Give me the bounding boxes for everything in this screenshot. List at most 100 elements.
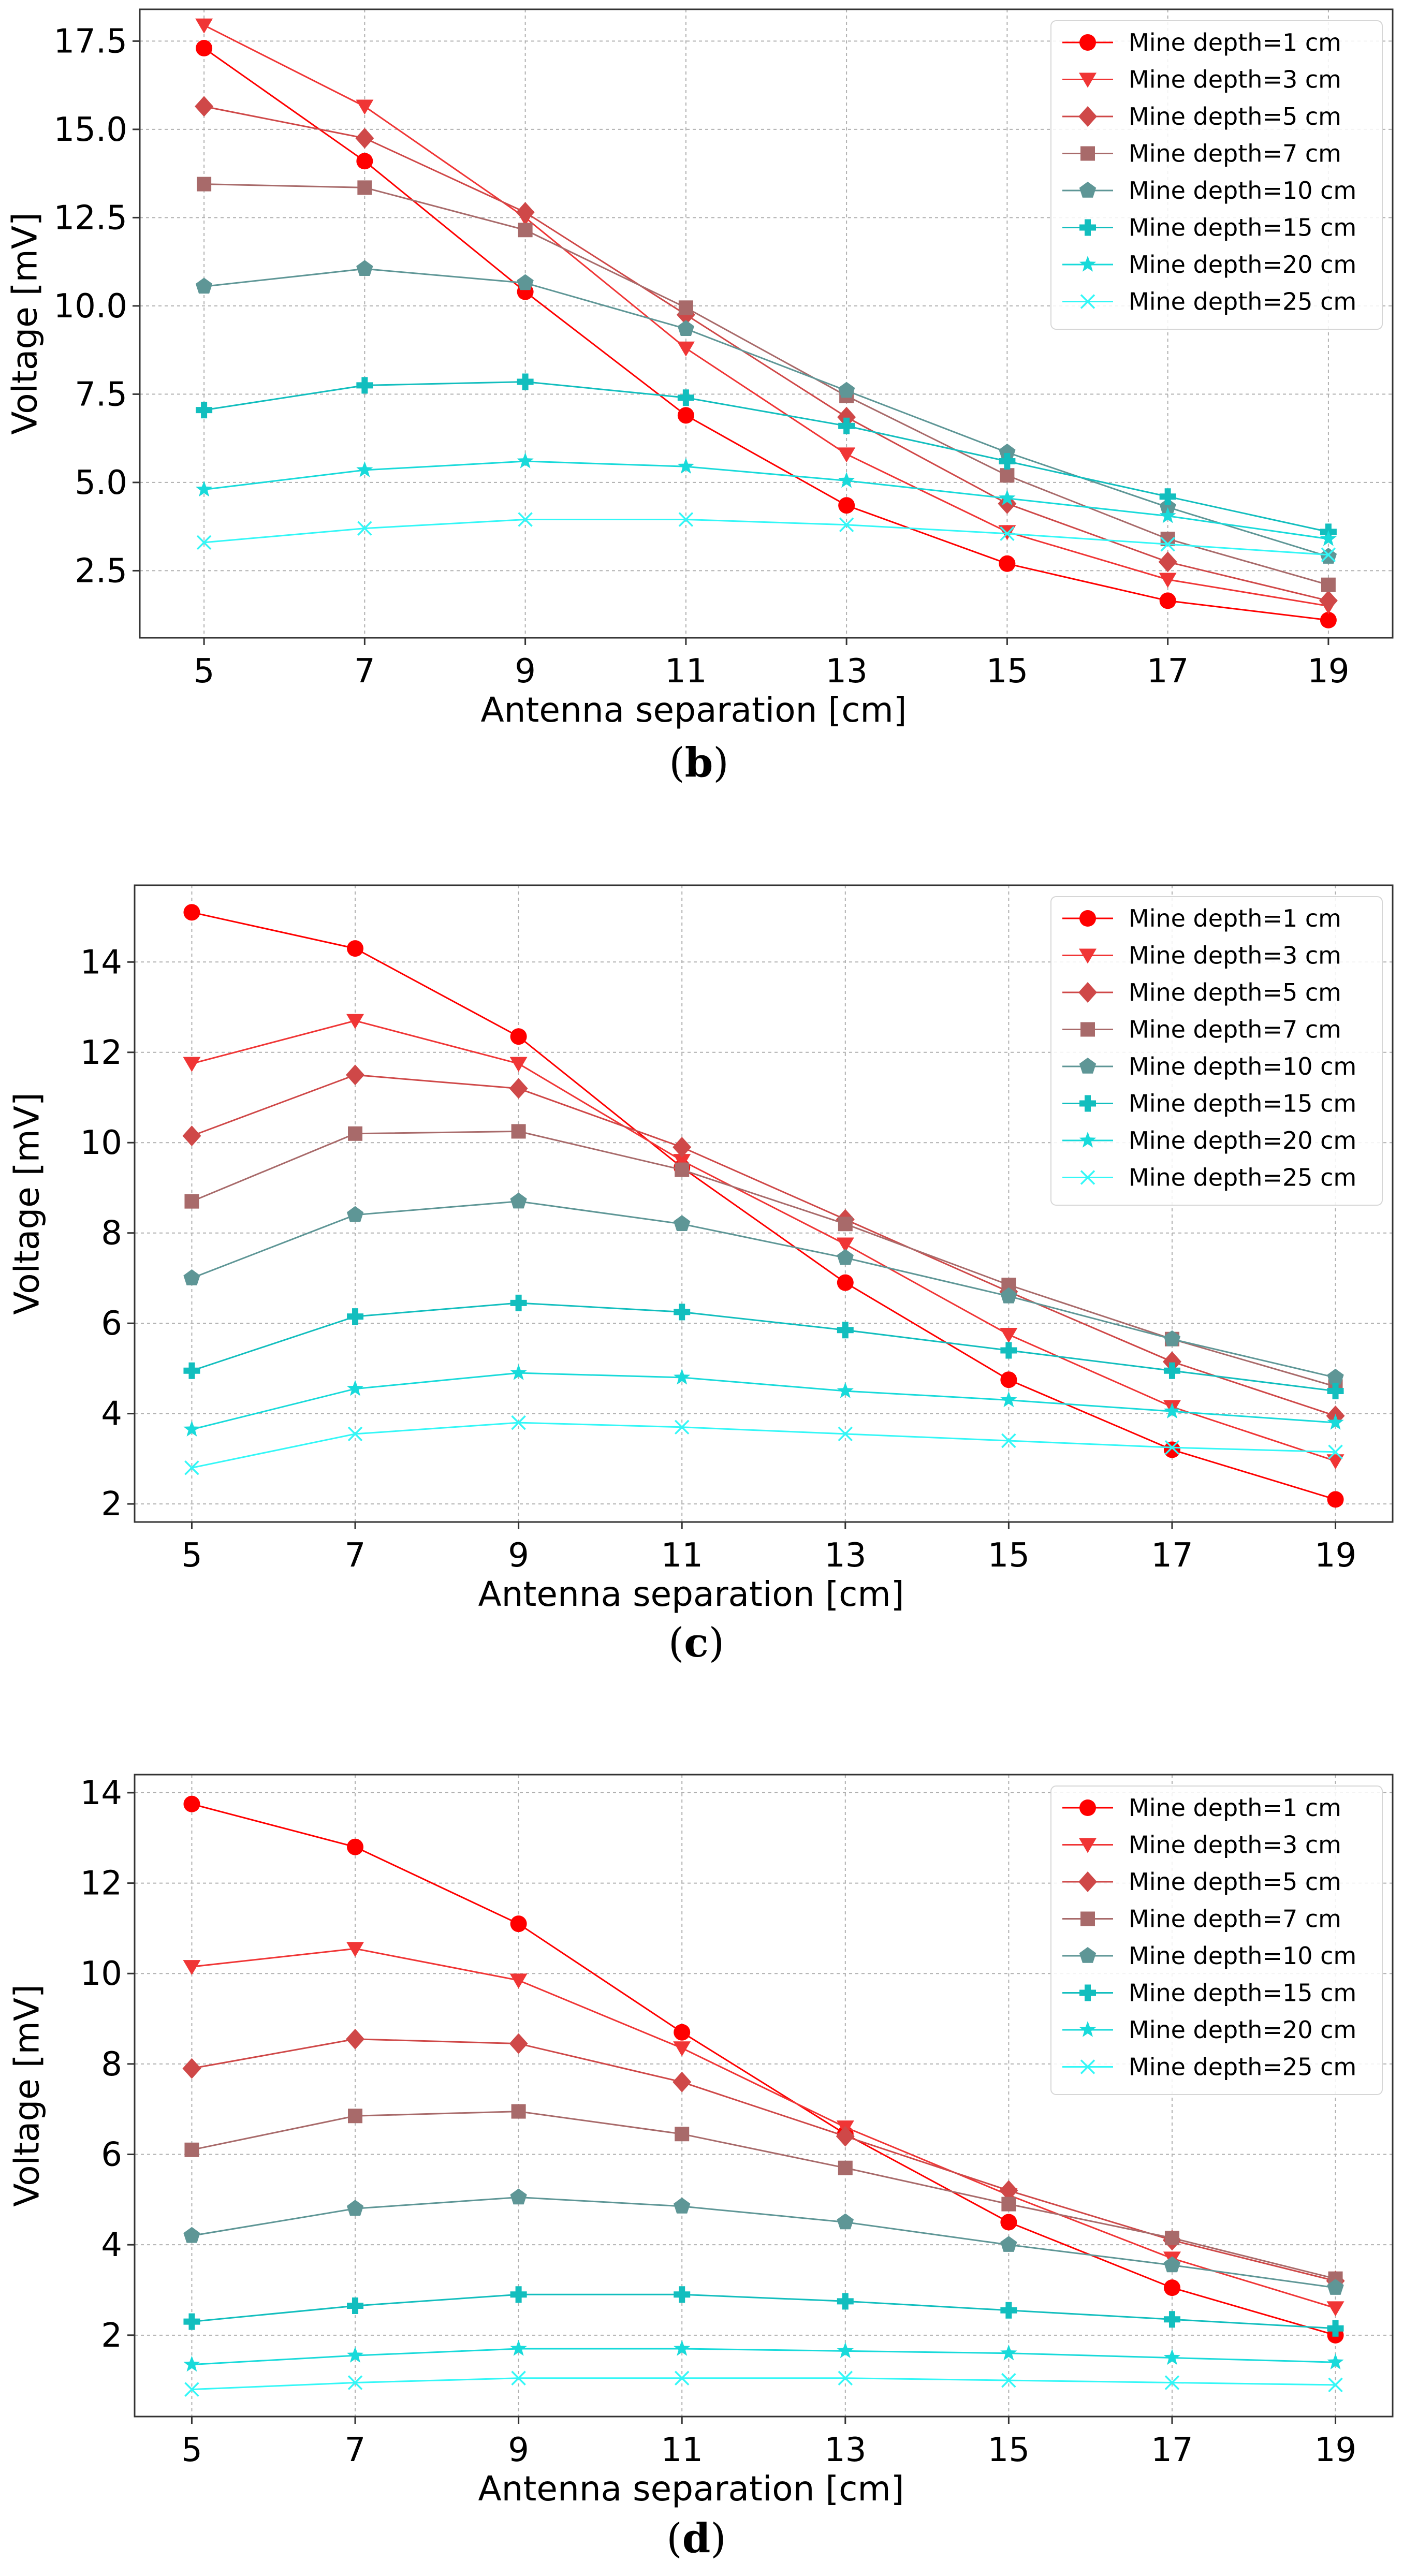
data-point (356, 153, 373, 170)
legend-label: Mine depth=20 cm (1129, 2016, 1356, 2044)
legend-entry: Mine depth=3 cm (1062, 942, 1341, 970)
data-point (837, 1322, 854, 1339)
series-5 (183, 2188, 1344, 2295)
data-point (346, 1014, 364, 1029)
data-point (1160, 537, 1175, 552)
axes-frame (134, 884, 1394, 1523)
x-tick-label: 19 (1314, 2431, 1356, 2469)
x-tick-label: 13 (825, 652, 867, 691)
data-point (1164, 2375, 1180, 2390)
data-point (677, 341, 695, 357)
x-tick-label: 7 (345, 2431, 366, 2469)
series-line (203, 47, 1329, 621)
data-point (1163, 1330, 1181, 1346)
legend-label: Mine depth=15 cm (1129, 1090, 1356, 1118)
data-point (838, 447, 856, 463)
legend-entry: Mine depth=7 cm (1062, 1905, 1341, 1933)
legend-label: Mine depth=20 cm (1129, 251, 1356, 279)
legend-marker (1079, 1947, 1097, 1963)
data-point (1327, 2320, 1344, 2337)
data-point (510, 1915, 527, 1933)
legend: Mine depth=1 cm Mine depth=3 cm Mine depth… (1050, 20, 1383, 330)
data-point (1326, 2301, 1344, 2317)
legend: Mine depth=1 cm Mine depth=3 cm Mine depth… (1050, 896, 1383, 1206)
data-point (510, 1192, 527, 1209)
data-point (674, 2197, 691, 2214)
data-point (347, 1308, 364, 1325)
data-point (346, 1942, 364, 1957)
data-point (839, 517, 854, 532)
data-point (1163, 1362, 1180, 1379)
data-point (183, 2313, 200, 2330)
legend-label: Mine depth=1 cm (1129, 28, 1341, 56)
y-tick-label: 6 (101, 1305, 122, 1343)
series-line (192, 2293, 1336, 2330)
data-point (184, 1460, 199, 1475)
series-6 (196, 373, 1337, 540)
legend-marker (1079, 948, 1097, 964)
data-point (517, 373, 534, 390)
data-point (677, 389, 694, 406)
data-point (999, 443, 1016, 460)
data-point (1326, 1454, 1344, 1470)
legend-marker (1079, 34, 1096, 51)
data-point (195, 480, 213, 497)
data-point (196, 402, 213, 419)
data-point (1158, 551, 1177, 573)
legend-entry: Mine depth=1 cm (1062, 28, 1341, 56)
legend-label: Mine depth=10 cm (1129, 177, 1356, 204)
legend-marker (1080, 294, 1095, 309)
series-line (203, 106, 1329, 602)
legend-label: Mine depth=1 cm (1129, 904, 1341, 932)
y-tick-label: 2 (101, 2317, 122, 2355)
data-point (1320, 611, 1337, 628)
legend-marker (1079, 910, 1096, 927)
legend-entry: Mine depth=25 cm (1062, 288, 1356, 316)
data-point (184, 2142, 199, 2157)
chart-panel-c: 5 7 9 11 13 15 17 19 2 4 6 8 10 12 14 Antenna separatio… (7, 884, 1394, 1666)
data-point (674, 2370, 690, 2386)
series-7 (183, 1364, 1344, 1437)
data-point (357, 521, 372, 536)
data-point (1000, 2302, 1017, 2319)
data-point (346, 2028, 365, 2050)
series-8 (184, 2370, 1343, 2397)
y-tick-label: 10 (80, 1124, 122, 1162)
y-tick-label: 7.5 (75, 375, 127, 414)
data-point (347, 2297, 364, 2315)
legend-label: Mine depth=5 cm (1129, 1868, 1341, 1896)
series-2 (183, 1942, 1344, 2317)
legend-marker (1079, 72, 1097, 88)
data-point (838, 2370, 853, 2386)
series-line (203, 24, 1329, 607)
series-line (192, 1372, 1336, 1430)
legend-box (1050, 1785, 1383, 2095)
chart-panel-b: 5 7 9 11 13 15 17 19 2.5 5.0 7.5 10.0 12.5 15.0 17.5 An… (5, 8, 1394, 786)
data-point (183, 1960, 201, 1975)
data-point (999, 555, 1016, 572)
legend-label: Mine depth=25 cm (1129, 288, 1356, 316)
data-point (356, 461, 373, 477)
axes-frame (139, 8, 1394, 639)
y-tick-label: 2 (101, 1485, 122, 1524)
series-8 (184, 1415, 1343, 1475)
data-point (678, 512, 694, 527)
data-point (838, 2160, 853, 2175)
legend-marker (1079, 1799, 1096, 1816)
y-tick-label: 2.5 (75, 552, 127, 590)
series-line (203, 380, 1329, 533)
data-point (195, 96, 214, 117)
y-tick-label: 12.5 (54, 199, 128, 237)
x-tick-label: 17 (1151, 2431, 1193, 2469)
data-point (510, 1364, 527, 1380)
data-point (1327, 1383, 1344, 1400)
data-point (1319, 590, 1338, 611)
legend-label: Mine depth=1 cm (1129, 1794, 1341, 1822)
data-point (837, 1274, 854, 1291)
legend-marker (1078, 1871, 1097, 1892)
data-point (355, 127, 374, 149)
legend-entry: Mine depth=5 cm (1062, 103, 1341, 130)
data-point (1000, 526, 1015, 541)
legend-entry: Mine depth=25 cm (1062, 1164, 1356, 1192)
